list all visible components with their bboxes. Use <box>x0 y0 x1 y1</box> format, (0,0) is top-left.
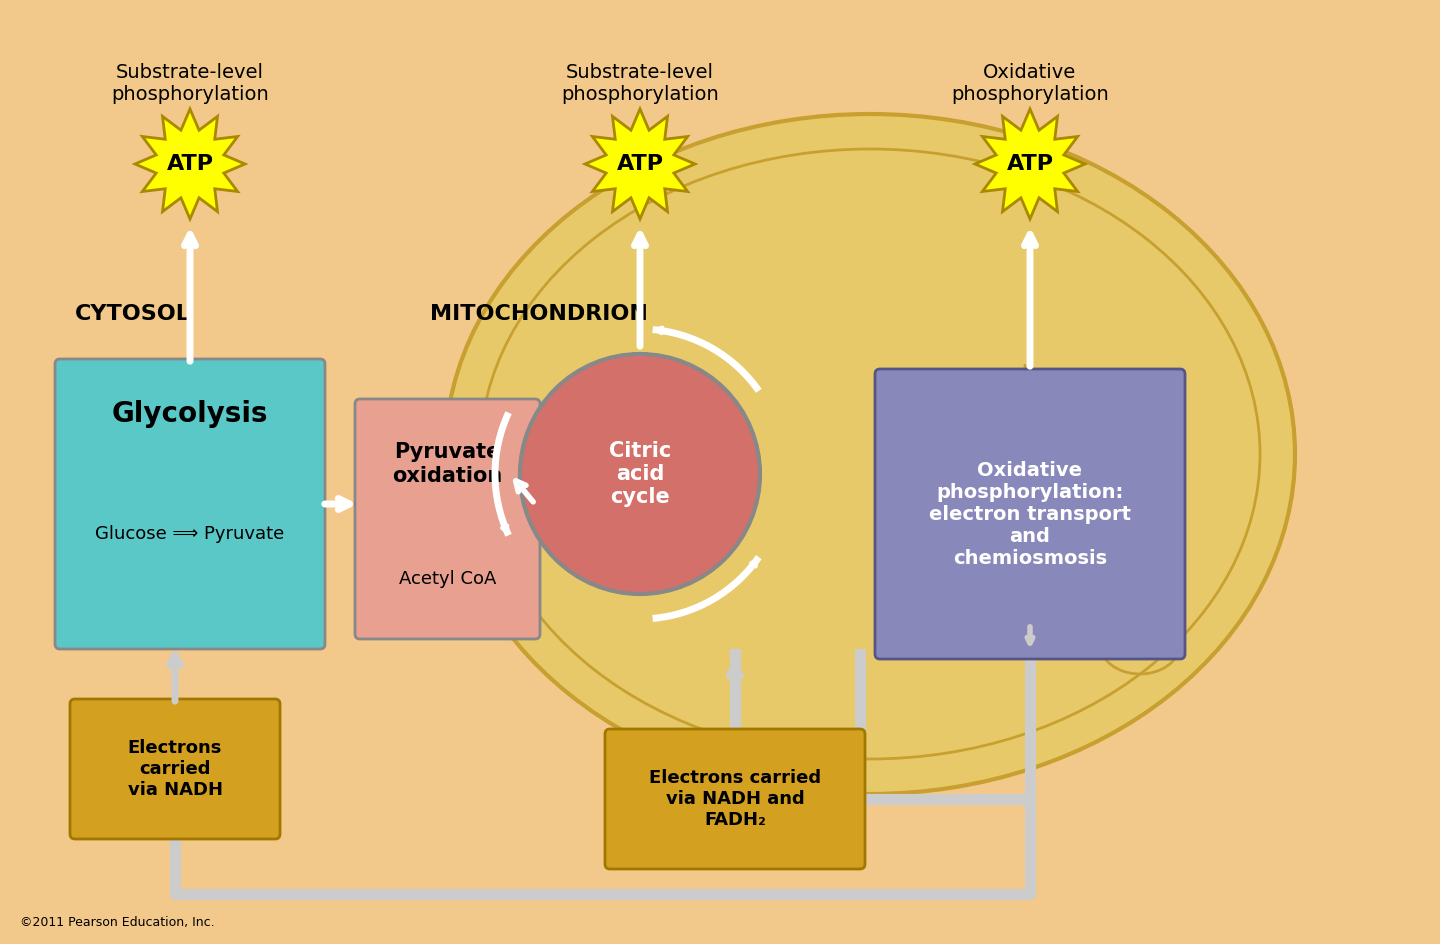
Text: Electrons
carried
via NADH: Electrons carried via NADH <box>128 739 223 799</box>
Text: Pyruvate
oxidation: Pyruvate oxidation <box>392 443 503 485</box>
Text: Oxidative
phosphorylation: Oxidative phosphorylation <box>952 63 1109 105</box>
Text: ATP: ATP <box>1007 154 1054 174</box>
Text: ATP: ATP <box>616 154 664 174</box>
Text: Oxidative
phosphorylation:
electron transport
and
chemiosmosis: Oxidative phosphorylation: electron tran… <box>929 461 1130 567</box>
Text: Acetyl CoA: Acetyl CoA <box>399 570 497 588</box>
Text: ATP: ATP <box>167 154 213 174</box>
Text: Glycolysis: Glycolysis <box>112 400 268 428</box>
Text: Citric
acid
cycle: Citric acid cycle <box>609 441 671 507</box>
Circle shape <box>520 354 760 594</box>
FancyBboxPatch shape <box>605 729 865 869</box>
Polygon shape <box>975 109 1084 219</box>
FancyBboxPatch shape <box>876 369 1185 659</box>
Text: Electrons carried
via NADH and
FADH₂: Electrons carried via NADH and FADH₂ <box>649 769 821 829</box>
Text: Glucose ⟹ Pyruvate: Glucose ⟹ Pyruvate <box>95 525 285 543</box>
FancyBboxPatch shape <box>71 699 279 839</box>
Polygon shape <box>585 109 696 219</box>
FancyBboxPatch shape <box>55 359 325 649</box>
Ellipse shape <box>445 114 1295 794</box>
FancyBboxPatch shape <box>356 399 540 639</box>
Text: Substrate-level
phosphorylation: Substrate-level phosphorylation <box>562 63 719 105</box>
Text: ©2011 Pearson Education, Inc.: ©2011 Pearson Education, Inc. <box>20 916 215 929</box>
Text: Substrate-level
phosphorylation: Substrate-level phosphorylation <box>111 63 269 105</box>
Text: CYTOSOL: CYTOSOL <box>75 304 192 324</box>
Polygon shape <box>135 109 245 219</box>
Text: MITOCHONDRION: MITOCHONDRION <box>431 304 648 324</box>
